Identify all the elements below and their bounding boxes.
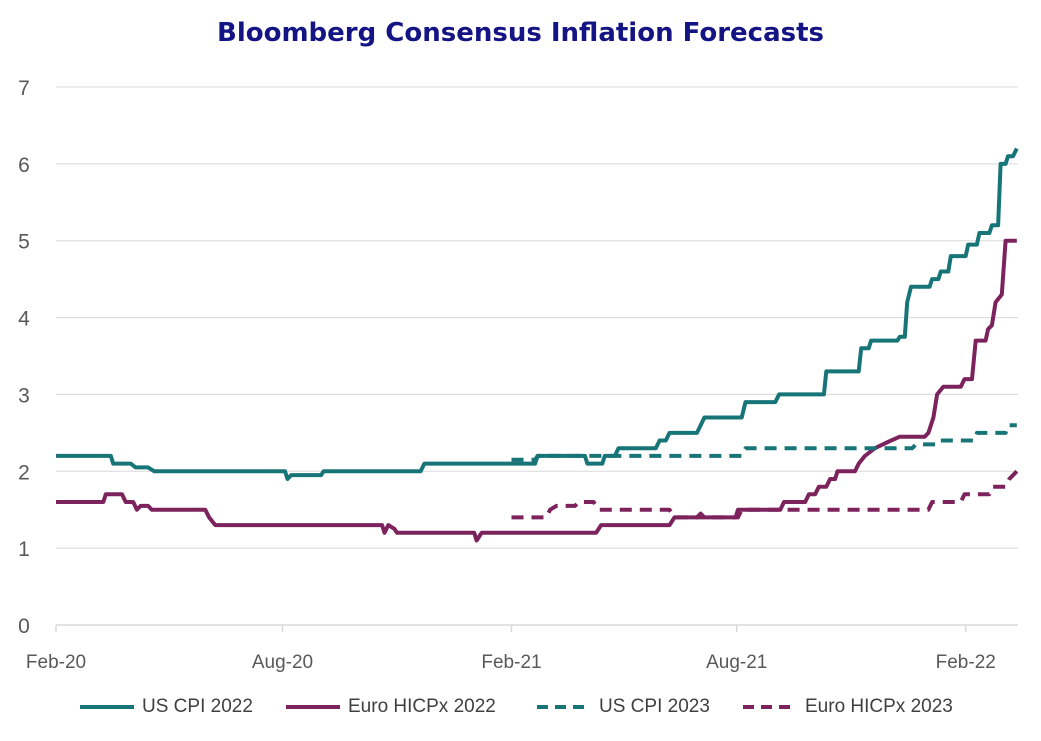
legend-item-us-cpi-2022: US CPI 2022 bbox=[78, 692, 253, 722]
legend-label: US CPI 2022 bbox=[142, 696, 253, 717]
y-axis-ticks: 0 1 2 3 4 5 6 7 bbox=[18, 77, 30, 638]
y-tick-label: 2 bbox=[18, 461, 30, 484]
legend-item-euro-hicpx-2023: Euro HICPx 2023 bbox=[741, 692, 953, 722]
x-tick-label: Feb-22 bbox=[936, 652, 996, 673]
x-tick-label: Aug-20 bbox=[252, 652, 313, 673]
legend: US CPI 2022 Euro HICPx 2022 US CPI 2023 … bbox=[0, 692, 1041, 722]
legend-label: US CPI 2023 bbox=[599, 696, 710, 717]
y-tick-label: 3 bbox=[18, 384, 30, 407]
series-lines bbox=[56, 147, 1019, 543]
legend-swatch bbox=[537, 705, 591, 709]
legend-item-euro-hicpx-2022: Euro HICPx 2022 bbox=[284, 692, 496, 722]
x-tick-label: Feb-21 bbox=[481, 652, 541, 673]
x-axis-ticks: Feb-20 Aug-20 Feb-21 Aug-21 Feb-22 bbox=[26, 652, 996, 673]
legend-swatch bbox=[80, 705, 134, 709]
legend-label: Euro HICPx 2023 bbox=[805, 696, 953, 717]
series-line-us-cpi-2022 bbox=[56, 147, 1019, 481]
x-tick-label: Feb-20 bbox=[26, 652, 86, 673]
axes bbox=[55, 624, 1018, 632]
chart-title: Bloomberg Consensus Inflation Forecasts bbox=[217, 18, 824, 48]
y-tick-label: 0 bbox=[18, 615, 30, 638]
series-line-euro-hicpx-2022 bbox=[56, 238, 1017, 543]
legend-item-us-cpi-2023: US CPI 2023 bbox=[535, 692, 710, 722]
y-tick-label: 5 bbox=[18, 231, 30, 254]
legend-swatch bbox=[286, 705, 340, 709]
legend-swatch bbox=[743, 705, 797, 709]
series-line-us-cpi-2023 bbox=[511, 423, 1017, 462]
y-tick-label: 7 bbox=[18, 77, 30, 100]
legend-label: Euro HICPx 2022 bbox=[348, 696, 496, 717]
series-line-euro-hicpx-2023 bbox=[511, 469, 1019, 520]
y-tick-label: 4 bbox=[18, 308, 30, 331]
y-tick-label: 1 bbox=[18, 538, 30, 561]
x-tick-label: Aug-21 bbox=[706, 652, 767, 673]
y-tick-label: 6 bbox=[18, 154, 30, 177]
gridlines bbox=[56, 86, 1018, 549]
